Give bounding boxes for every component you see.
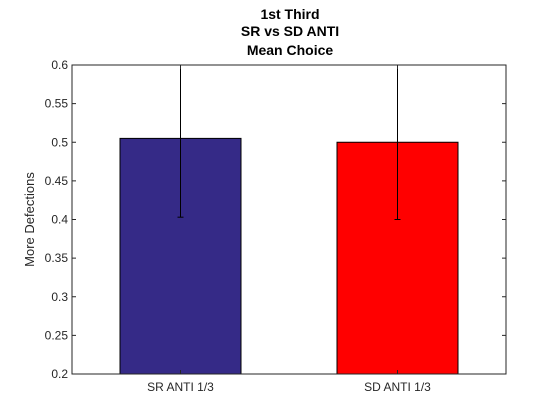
x-ticks-layer: SR ANTI 1/3 SD ANTI 1/3 [147,65,431,394]
error-bars-layer [177,65,401,220]
chart-title-line-2: SR vs SD ANTI [241,23,339,39]
chart-title-line-1: 1st Third [260,6,319,22]
y-tick-label: 0.5 [51,135,68,149]
y-tick-label: 0.4 [51,213,68,227]
y-tick-label: 0.6 [51,58,68,72]
y-ticks-layer: 0.2 0.25 0.3 0.35 0.4 0.45 0.5 0.55 0.6 [45,58,506,381]
chart-title-line-3: Mean Choice [247,42,334,58]
y-axis-label: More Defections [22,172,37,267]
y-tick-label: 0.2 [51,367,68,381]
y-tick-label: 0.35 [45,251,69,265]
x-tick-label: SR ANTI 1/3 [147,380,214,394]
y-tick-label: 0.25 [45,328,69,342]
y-tick-label: 0.3 [51,290,68,304]
x-tick-label: SD ANTI 1/3 [364,380,431,394]
y-tick-label: 0.55 [45,97,69,111]
y-tick-label: 0.45 [45,174,69,188]
